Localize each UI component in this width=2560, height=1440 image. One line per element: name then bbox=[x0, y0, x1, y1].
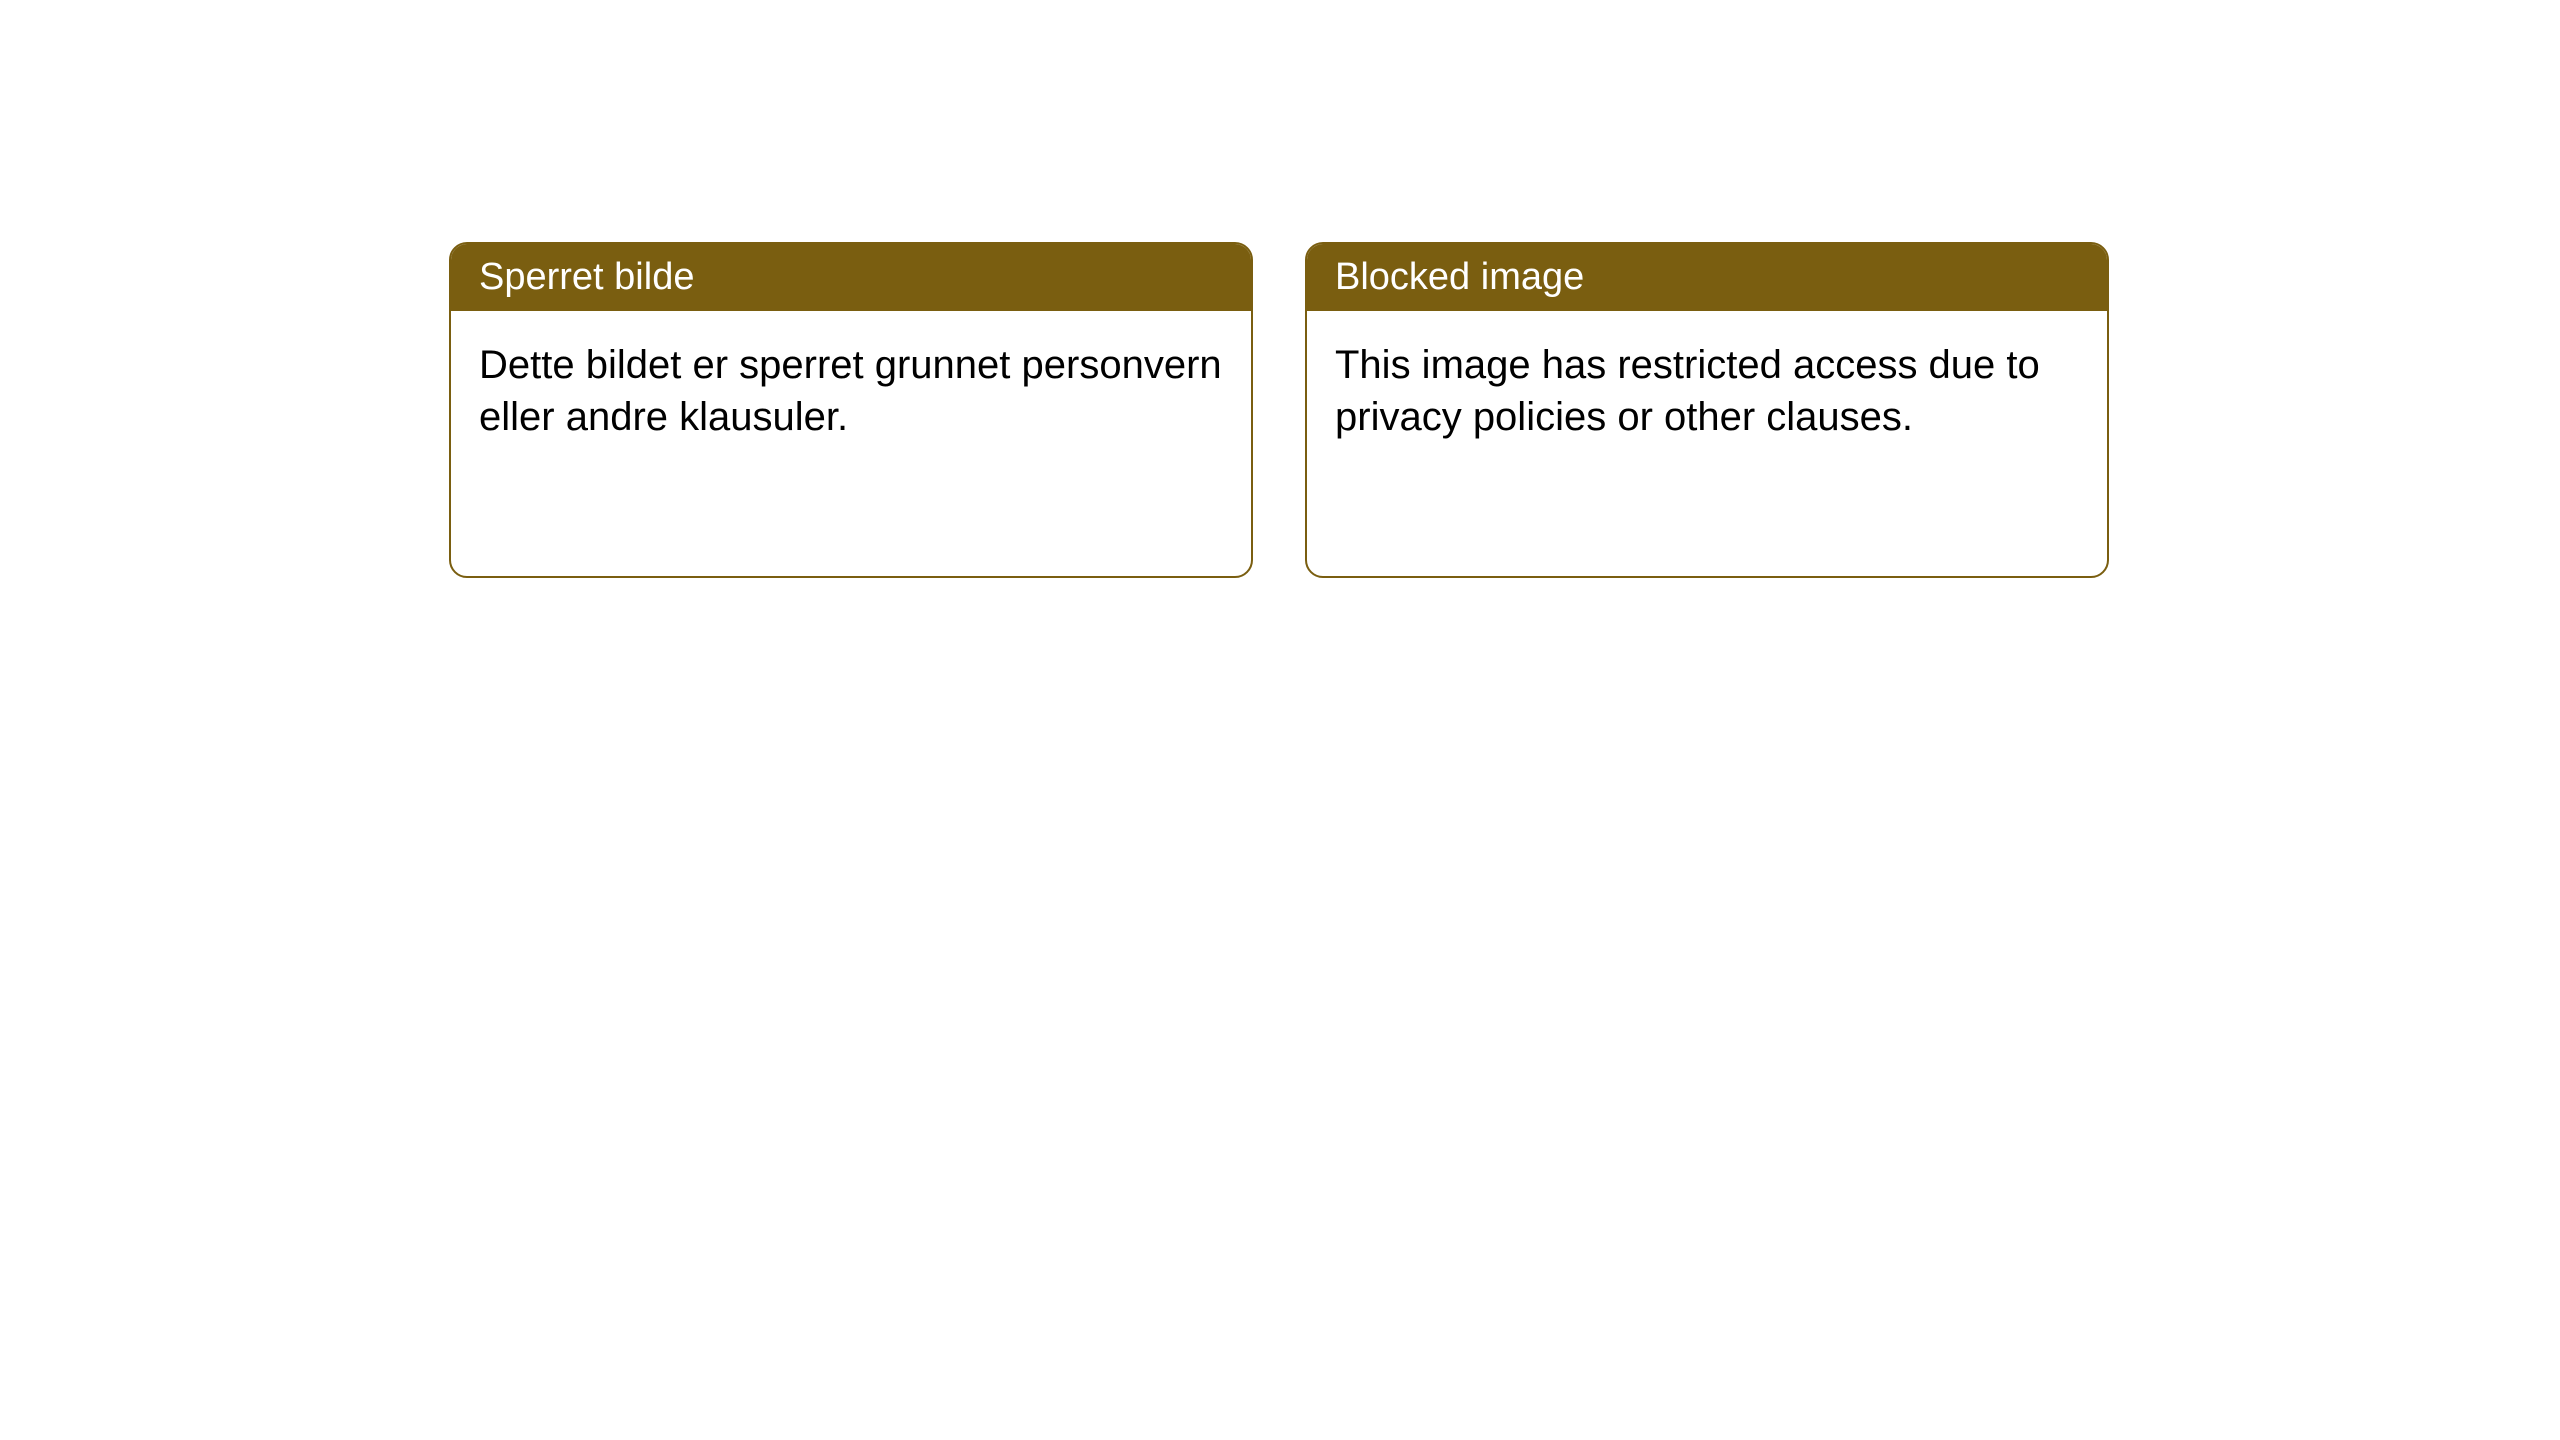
card-body: Dette bildet er sperret grunnet personve… bbox=[451, 311, 1251, 471]
blocked-image-card-english: Blocked image This image has restricted … bbox=[1305, 242, 2109, 578]
card-body-text: This image has restricted access due to … bbox=[1335, 343, 2040, 439]
blocked-image-card-norwegian: Sperret bilde Dette bildet er sperret gr… bbox=[449, 242, 1253, 578]
card-title: Blocked image bbox=[1335, 256, 1584, 298]
card-body: This image has restricted access due to … bbox=[1307, 311, 2107, 471]
card-header: Sperret bilde bbox=[451, 244, 1251, 311]
blocked-image-cards: Sperret bilde Dette bildet er sperret gr… bbox=[449, 242, 2109, 578]
card-title: Sperret bilde bbox=[479, 256, 694, 298]
card-body-text: Dette bildet er sperret grunnet personve… bbox=[479, 343, 1222, 439]
card-header: Blocked image bbox=[1307, 244, 2107, 311]
